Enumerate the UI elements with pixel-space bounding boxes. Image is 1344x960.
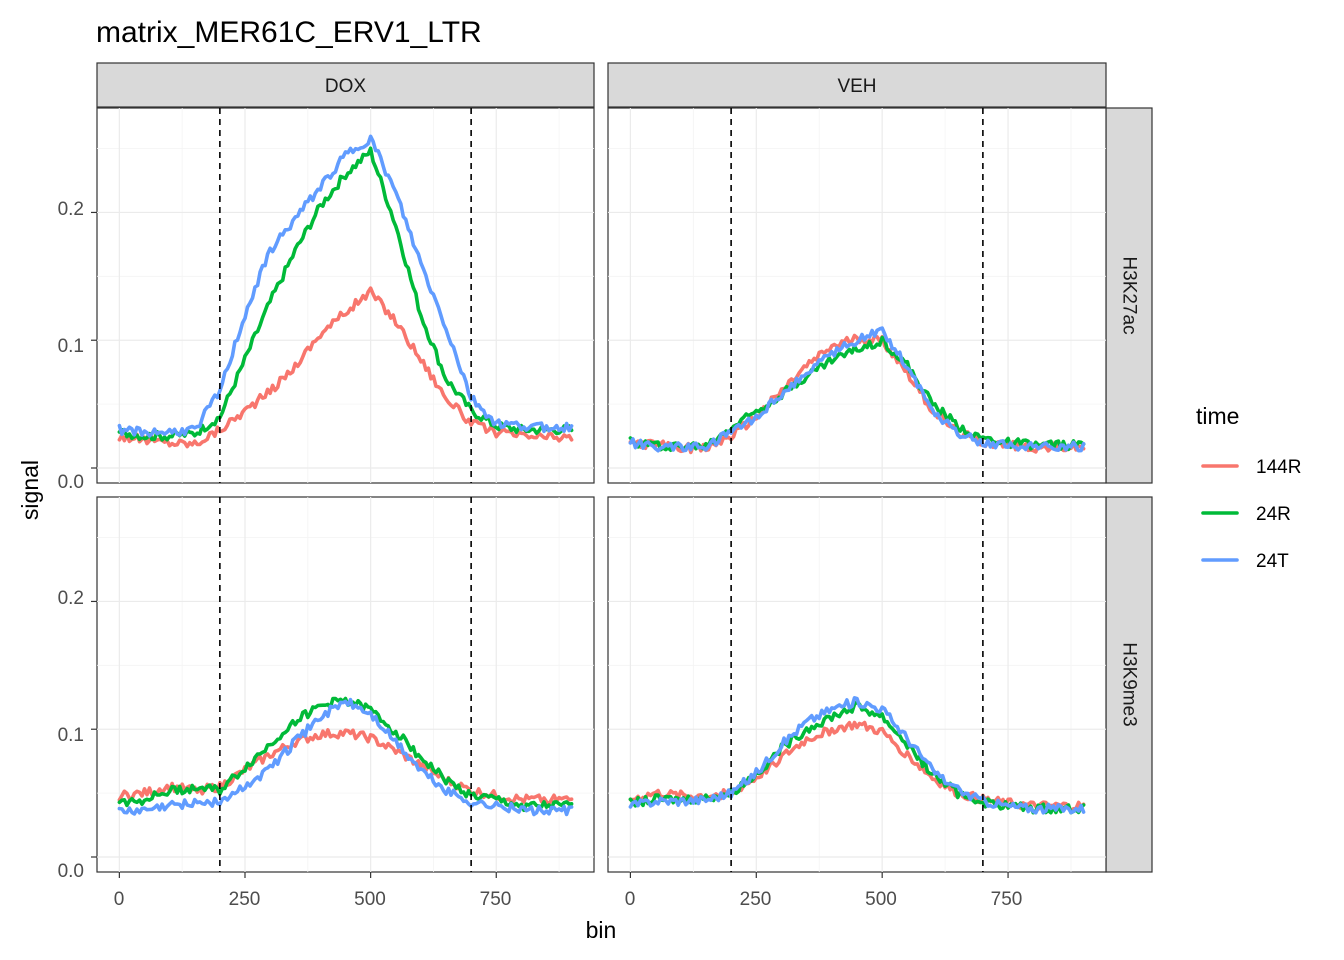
x-tick-label: 500 bbox=[865, 889, 897, 910]
strip-veh-label: VEH bbox=[837, 76, 876, 97]
x-axis-title: bin bbox=[586, 917, 617, 943]
panel-veh-h3k27ac bbox=[607, 107, 1107, 484]
series-line-24t bbox=[117, 697, 574, 817]
x-tick-label: 500 bbox=[354, 889, 386, 910]
legend-title: time bbox=[1196, 403, 1239, 429]
strip-h3k27ac bbox=[1105, 107, 1153, 484]
panel-dox-h3k9me3 bbox=[91, 496, 595, 878]
strip-h3k9me3-label: H3K9me3 bbox=[1119, 642, 1140, 727]
strip-veh bbox=[607, 62, 1107, 108]
y-tick-label: 0.2 bbox=[58, 199, 84, 220]
y-tick-label: 0.1 bbox=[58, 336, 84, 357]
series-line-24r bbox=[628, 335, 1086, 452]
x-tick-label: 250 bbox=[740, 889, 772, 910]
legend-label-144r: 144R bbox=[1256, 457, 1301, 478]
panel-background bbox=[607, 496, 1107, 873]
strip-dox bbox=[96, 62, 595, 108]
y-tick-label: 0.2 bbox=[58, 588, 84, 609]
x-tick-label: 250 bbox=[229, 889, 261, 910]
y-axis-title: signal bbox=[17, 460, 43, 520]
panel-dox-h3k27ac bbox=[91, 107, 595, 484]
strip-h3k27ac-label: H3K27ac bbox=[1119, 256, 1140, 334]
series-line-24t bbox=[628, 326, 1086, 453]
x-tick-label: 750 bbox=[480, 889, 512, 910]
x-tick-label: 0 bbox=[625, 889, 636, 910]
series-line-24r bbox=[117, 696, 574, 813]
legend: time 144R 24R 24T bbox=[1196, 403, 1301, 572]
series-line-24r bbox=[117, 146, 574, 442]
y-tick-label: 0.0 bbox=[58, 861, 84, 882]
strip-h3k9me3 bbox=[1105, 496, 1153, 873]
x-tick-label: 0 bbox=[114, 889, 125, 910]
panel-background bbox=[96, 496, 595, 873]
legend-label-24t: 24T bbox=[1256, 551, 1289, 572]
panel-background bbox=[607, 107, 1107, 484]
strip-dox-label: DOX bbox=[325, 76, 367, 97]
panel-veh-h3k9me3 bbox=[607, 496, 1107, 878]
series-line-24t bbox=[117, 134, 574, 438]
panel-background bbox=[96, 107, 595, 484]
y-tick-label: 0.1 bbox=[58, 725, 84, 746]
legend-label-24r: 24R bbox=[1256, 504, 1291, 525]
x-tick-label: 750 bbox=[991, 889, 1023, 910]
chart-title: matrix_MER61C_ERV1_LTR bbox=[96, 16, 482, 49]
series-line-24t bbox=[628, 696, 1086, 815]
panels bbox=[91, 107, 1107, 878]
y-tick-label: 0.0 bbox=[58, 472, 84, 493]
series-line-144r bbox=[117, 286, 574, 449]
